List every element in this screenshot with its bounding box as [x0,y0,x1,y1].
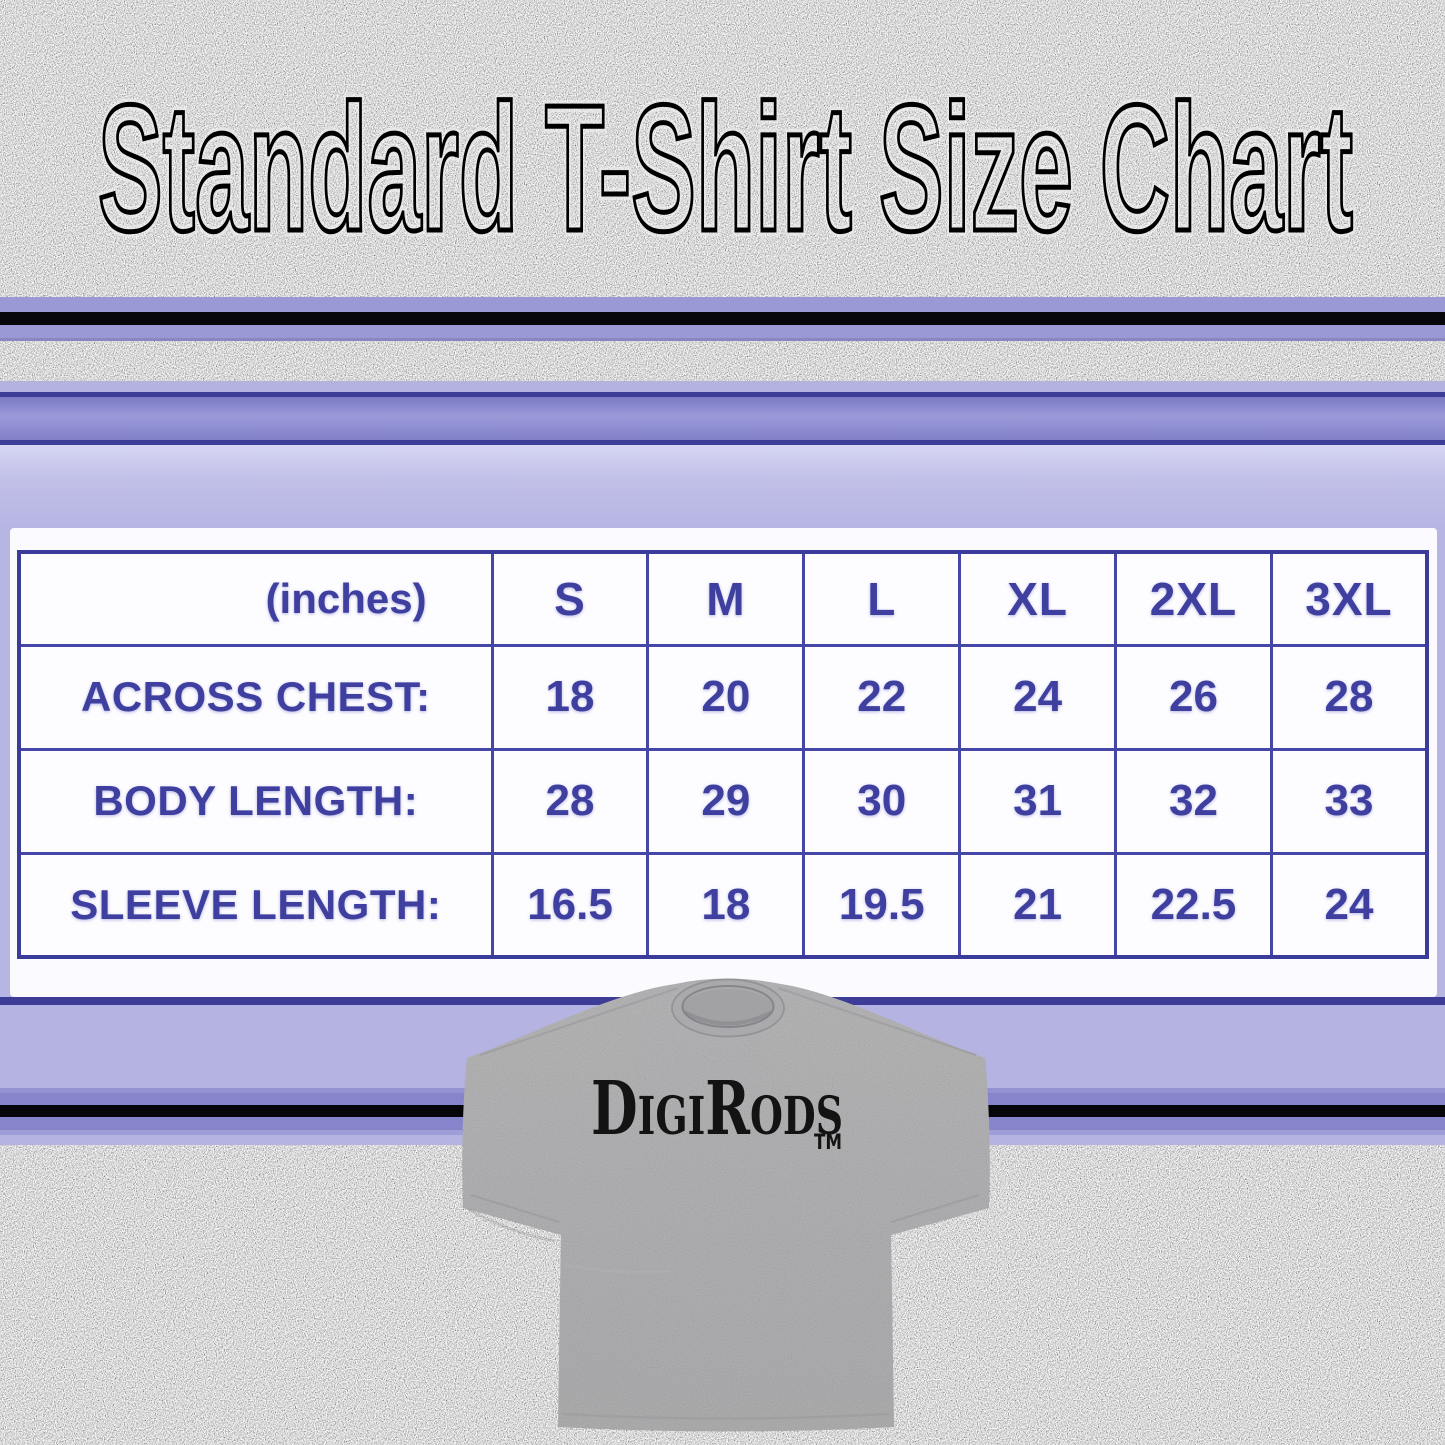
dark-rule-2 [0,440,1445,445]
size-table: (inches) S M L XL 2XL 3XL ACROSS CHEST: … [17,550,1429,959]
size-value-cell: 19.5 [802,851,962,959]
measurement-row-label: ACROSS CHEST: [17,643,494,751]
mid-purple-band [0,397,1445,440]
size-column-header: L [802,550,962,647]
header-row: (inches) S M L XL 2XL 3XL [17,550,1429,647]
size-value-cell: 22 [802,643,962,751]
size-value-cell: 28 [490,747,650,855]
page-title-halo: Standard T-Shirt Size Chart [98,68,1353,269]
size-column-header: M [646,550,806,647]
table-row-sleeve-length: SLEEVE LENGTH: 16.5 18 19.5 21 22.5 24 [17,851,1429,959]
size-value-cell: 21 [958,851,1118,959]
size-value-cell: 16.5 [490,851,650,959]
measurement-row-label: SLEEVE LENGTH: [17,851,494,959]
tshirt-image: DigiRods TM [462,978,990,1432]
size-value-cell: 32 [1114,747,1273,855]
size-value-cell: 22.5 [1114,851,1273,959]
table-row-across-chest: ACROSS CHEST: 18 20 22 24 26 28 [17,643,1429,751]
size-table-panel: (inches) S M L XL 2XL 3XL ACROSS CHEST: … [10,528,1437,997]
size-column-header: 2XL [1114,550,1273,647]
top-band-edge [0,338,1445,341]
size-value-cell: 28 [1269,643,1429,751]
top-purple-band [0,297,1445,312]
tshirt-collar [671,978,785,1038]
size-value-cell: 26 [1114,643,1273,751]
size-value-cell: 20 [646,643,806,751]
size-value-cell: 33 [1269,747,1429,855]
trademark-symbol: TM [814,1130,842,1154]
size-value-cell: 24 [1269,851,1429,959]
brand-logo-text: DigiRods [591,1066,843,1152]
size-column-header: S [490,550,650,647]
unit-header-cell: (inches) [17,550,494,647]
top-black-stripe [0,312,1445,325]
size-value-cell: 31 [958,747,1118,855]
size-value-cell: 30 [802,747,962,855]
size-value-cell: 18 [646,851,806,959]
lavender-strip [0,381,1445,392]
tshirt-seams [467,987,980,1420]
dark-rule-1 [0,392,1445,397]
size-value-cell: 24 [958,643,1118,751]
page-title-text: Standard T-Shirt Size Chart [98,68,1353,269]
top-purple-band-2 [0,325,1445,338]
page-title: Standard T-Shirt Size Chart Standard T-S… [92,62,1359,270]
table-row-body-length: BODY LENGTH: 28 29 30 31 32 33 [17,747,1429,855]
size-value-cell: 29 [646,747,806,855]
size-column-header: 3XL [1269,550,1429,647]
measurement-row-label: BODY LENGTH: [17,747,494,855]
size-column-header: XL [958,550,1118,647]
size-value-cell: 18 [490,643,650,751]
